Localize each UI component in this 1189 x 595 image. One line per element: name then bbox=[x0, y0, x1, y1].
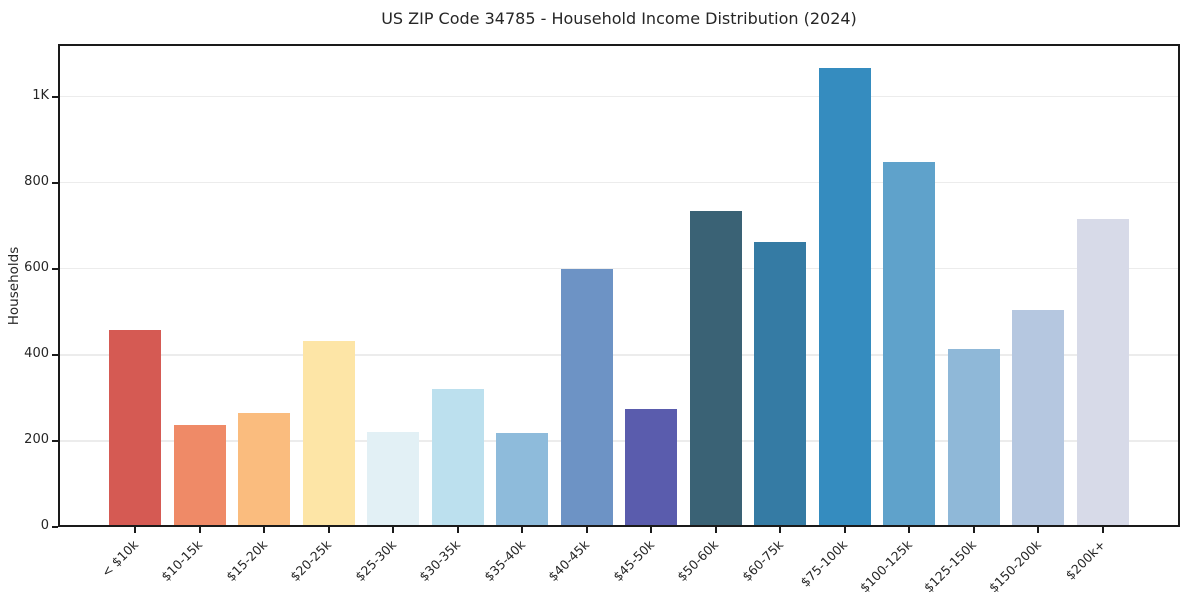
bar bbox=[947, 348, 1000, 527]
x-tick-label: $10-15k bbox=[143, 534, 205, 584]
y-tick-mark bbox=[52, 95, 58, 98]
y-axis-label: Households bbox=[6, 246, 22, 326]
bar bbox=[883, 161, 936, 527]
x-tick-label: $45-50k bbox=[595, 534, 657, 584]
x-tick-mark bbox=[456, 527, 459, 533]
bar bbox=[754, 241, 807, 527]
bar bbox=[1076, 219, 1129, 527]
x-tick-mark bbox=[263, 527, 266, 533]
x-tick-label: < $10k bbox=[85, 534, 141, 580]
gridline bbox=[58, 354, 1180, 356]
x-tick-label-text: $50-60k bbox=[674, 537, 722, 585]
x-tick-label: $50-60k bbox=[659, 534, 721, 584]
x-tick-label-text: $200k+ bbox=[1062, 537, 1109, 583]
y-tick-label: 800 bbox=[24, 173, 49, 189]
x-tick-mark bbox=[779, 527, 782, 533]
bar bbox=[302, 341, 355, 527]
y-tick-label: 600 bbox=[24, 259, 49, 275]
y-tick-label: 400 bbox=[24, 345, 49, 361]
x-tick-label-text: $10-15k bbox=[158, 537, 206, 585]
y-tick-mark bbox=[52, 439, 58, 442]
bar bbox=[689, 211, 742, 527]
x-tick-mark bbox=[714, 527, 717, 533]
x-tick-label: $15-20k bbox=[208, 534, 270, 584]
x-tick-label: $30-35k bbox=[401, 534, 463, 584]
x-tick-label-text: $60-75k bbox=[738, 537, 786, 585]
x-tick-label-text: $35-40k bbox=[480, 537, 528, 585]
bar bbox=[560, 268, 613, 527]
plot-area bbox=[58, 44, 1180, 527]
y-tick-mark bbox=[52, 267, 58, 270]
x-tick-label: $40-45k bbox=[530, 534, 592, 584]
x-tick-mark bbox=[972, 527, 975, 533]
y-tick-mark bbox=[52, 353, 58, 356]
bar bbox=[367, 432, 420, 527]
y-tick-mark bbox=[52, 181, 58, 184]
x-tick-label: $200k+ bbox=[1048, 534, 1109, 583]
y-tick-label: 0 bbox=[40, 518, 49, 533]
bar bbox=[496, 432, 549, 527]
x-tick-label-text: $15-20k bbox=[222, 537, 270, 585]
bar bbox=[109, 329, 162, 527]
x-tick-mark bbox=[650, 527, 653, 533]
x-tick-label: $150-200k bbox=[966, 534, 1044, 595]
x-tick-label-text: $30-35k bbox=[416, 537, 464, 585]
bar bbox=[818, 67, 871, 527]
y-tick-mark bbox=[52, 526, 58, 528]
x-tick-mark bbox=[1101, 527, 1104, 533]
x-tick-label: $20-25k bbox=[272, 534, 334, 584]
x-tick-label-text: $20-25k bbox=[287, 537, 335, 585]
x-tick-label: $100-125k bbox=[837, 534, 915, 595]
x-tick-label: $75-100k bbox=[780, 534, 851, 590]
gridline bbox=[58, 181, 1180, 184]
x-tick-mark bbox=[1037, 527, 1040, 533]
bar bbox=[1012, 310, 1065, 527]
x-tick-label-text: $25-30k bbox=[351, 537, 399, 585]
x-tick-label: $125-150k bbox=[901, 534, 979, 595]
x-tick-mark bbox=[908, 527, 911, 533]
x-tick-label: $25-30k bbox=[337, 534, 399, 584]
x-tick-mark bbox=[585, 527, 588, 533]
x-tick-label-text: $150-200k bbox=[985, 537, 1044, 595]
x-tick-label: $60-75k bbox=[724, 534, 786, 584]
gridline bbox=[58, 267, 1180, 270]
bar bbox=[625, 409, 678, 527]
x-tick-mark bbox=[392, 527, 395, 533]
x-tick-label-text: $40-45k bbox=[545, 537, 593, 585]
gridline bbox=[58, 440, 1180, 442]
x-tick-label-text: $45-50k bbox=[609, 537, 657, 585]
x-tick-mark bbox=[327, 527, 330, 533]
x-tick-label-text: < $10k bbox=[98, 537, 141, 580]
chart-title: US ZIP Code 34785 - Household Income Dis… bbox=[381, 9, 857, 28]
x-tick-mark bbox=[198, 527, 201, 533]
x-tick-mark bbox=[521, 527, 524, 533]
gridline bbox=[58, 95, 1180, 98]
y-tick-label: 1K bbox=[32, 87, 49, 103]
bar bbox=[238, 413, 291, 527]
x-tick-mark bbox=[843, 527, 846, 533]
x-tick-label: $35-40k bbox=[466, 534, 528, 584]
y-tick-label: 200 bbox=[24, 431, 49, 447]
bar bbox=[173, 425, 226, 527]
bar bbox=[431, 388, 484, 527]
x-tick-mark bbox=[134, 527, 137, 533]
